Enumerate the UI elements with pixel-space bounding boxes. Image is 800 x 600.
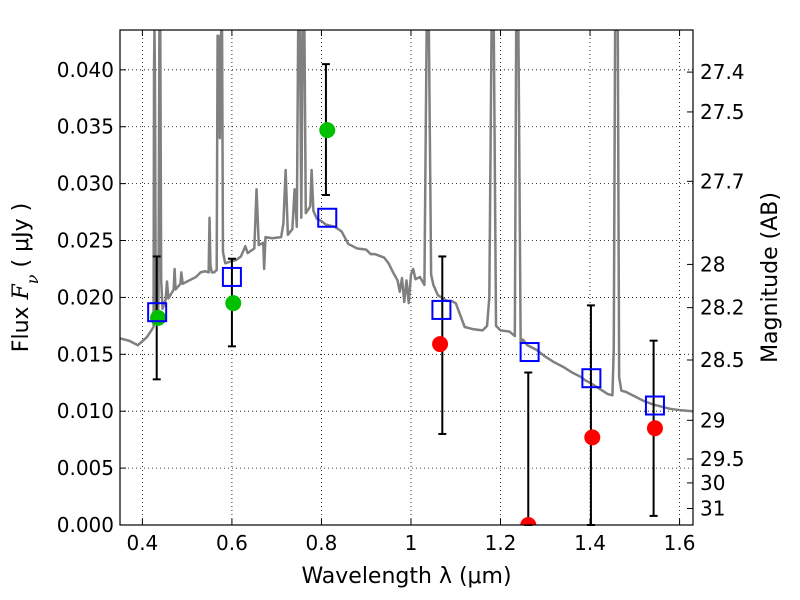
axes-frame: [120, 30, 693, 525]
y-axis-label-subscript: ν: [23, 274, 42, 284]
y-axis-label-symbol: F: [9, 283, 34, 300]
y-axis-label: Flux Fν ( μJy ): [9, 203, 42, 352]
spectrum-line: [120, 30, 693, 411]
right-tick-label: 29: [700, 408, 725, 432]
y-axis-label-prefix: Flux: [9, 299, 34, 352]
measurement-point: [319, 122, 335, 138]
x-tick-label: 0.8: [306, 531, 338, 555]
grid: [120, 30, 693, 525]
y-tick-label: 0.000: [57, 513, 114, 537]
measurement-point: [432, 336, 448, 352]
y-tick-label: 0.005: [57, 456, 114, 480]
right-tick-label: 27.4: [700, 60, 745, 84]
right-tick-label: 29.5: [700, 447, 745, 471]
right-tick-label: 27.5: [700, 100, 745, 124]
x-tick-label: 0.4: [126, 531, 158, 555]
measurement-point: [584, 429, 600, 445]
x-axis-label: Wavelength λ (μm): [301, 564, 511, 589]
y-tick-label: 0.030: [57, 172, 114, 196]
right-tick-label: 30: [700, 471, 725, 495]
x-tick-label: 1.2: [485, 531, 517, 555]
measurement-point: [150, 310, 166, 326]
y-tick-label: 0.020: [57, 285, 114, 309]
y-tick-label: 0.035: [57, 115, 114, 139]
x-tick-label: 1.6: [664, 531, 696, 555]
x-tick-label: 1: [405, 531, 418, 555]
measurement-point: [647, 420, 663, 436]
right-tick-label: 31: [700, 497, 725, 521]
plot-area: [120, 30, 693, 533]
x-tick-label: 0.6: [216, 531, 248, 555]
right-tick-label: 28.5: [700, 348, 745, 372]
y-axis-label-suffix: ( μJy ): [9, 203, 34, 275]
measurement-point: [225, 295, 241, 311]
chart-root: 0.4 0.6 0.8 1 1.2 1.4 1.6 0.000 0.005 0.010 0.015 0…: [0, 0, 800, 600]
right-tick-label: 28.2: [700, 296, 745, 320]
y-tick-label: 0.015: [57, 342, 114, 366]
y-tick-label: 0.040: [57, 58, 114, 82]
y-tick-label: 0.025: [57, 229, 114, 253]
y-tick-label: 0.010: [57, 399, 114, 423]
right-tick-label: 28: [700, 252, 725, 276]
right-axis-label: Magnitude (AB): [758, 192, 783, 363]
right-tick-label: 27.7: [700, 169, 745, 193]
x-tick-label: 1.4: [574, 531, 606, 555]
